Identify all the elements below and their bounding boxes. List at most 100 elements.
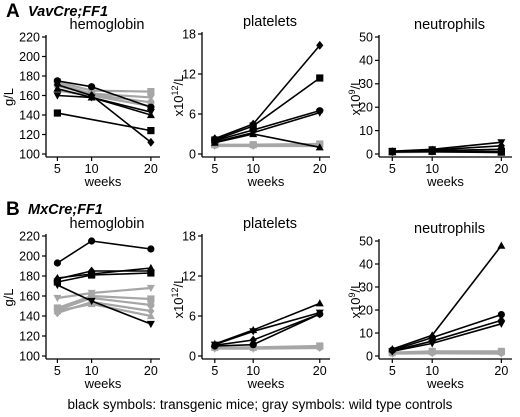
data-point (497, 241, 506, 249)
y-axis-label: x109/L (347, 282, 363, 319)
chart-a-platelets: platelets 0 6 12 18 5 10 20 weeks x1012/L (170, 14, 330, 189)
chart-title: platelets (243, 14, 297, 30)
series-line (91, 89, 151, 93)
data-point (146, 320, 155, 329)
y-tick-label: 30 (359, 280, 373, 294)
series-transgenic (388, 320, 506, 356)
y-tick-label: 6 (189, 309, 196, 323)
series-line (57, 80, 92, 92)
figure-caption: black symbols: transgenic mice; gray sym… (68, 397, 453, 412)
chart-b-neutrophils: neutrophils 0 10 20 30 40 50 5 10 20 weeks x109/L (347, 221, 512, 391)
panel-letter-a: A (6, 1, 20, 22)
data-point (146, 311, 155, 320)
series-line (214, 129, 254, 142)
data-point (53, 281, 62, 290)
series-line (252, 302, 321, 331)
y-tick-label: 200 (19, 50, 40, 64)
chart-title: neutrophils (414, 17, 485, 33)
series-line (432, 150, 502, 154)
data-point (428, 340, 437, 348)
data-point (316, 74, 324, 82)
data-point (249, 122, 257, 130)
series-line (91, 272, 151, 276)
y-tick-label: 40 (359, 257, 373, 271)
y-tick-label: 120 (19, 128, 40, 142)
x-tick-label: 10 (85, 364, 99, 378)
data-point (315, 299, 324, 307)
x-axis-label: weeks (84, 174, 122, 189)
y-tick-label: 30 (359, 77, 373, 91)
series-transgenic (388, 147, 506, 156)
data-point (147, 127, 155, 135)
x-tick-label: 10 (425, 364, 439, 378)
series-line (214, 125, 254, 141)
series-control (53, 284, 155, 303)
row-title-b: MxCre;FF1 (28, 202, 103, 218)
y-axis-label: x1012/L (170, 277, 186, 319)
data-point (88, 237, 96, 245)
series-line (214, 330, 254, 346)
x-tick-label: 5 (211, 162, 218, 176)
data-point (249, 335, 257, 345)
y-tick-label: 20 (359, 303, 373, 317)
data-point (211, 342, 219, 350)
x-tick-label: 5 (389, 364, 396, 378)
data-point (53, 306, 62, 315)
y-tick-label: 10 (359, 124, 373, 138)
y-tick-label: 180 (19, 269, 40, 283)
data-point (147, 137, 155, 147)
series-line (392, 342, 433, 353)
series-line (392, 336, 433, 352)
series-line (57, 87, 92, 99)
series-line (91, 286, 151, 295)
series-line (252, 311, 320, 333)
y-tick-label: 18 (182, 27, 196, 41)
series-line (91, 93, 152, 104)
series-line (431, 313, 502, 339)
y-axis-label: g/L (1, 88, 16, 106)
data-point (88, 271, 96, 279)
data-point (147, 295, 155, 303)
series-line (253, 346, 320, 350)
y-tick-label: 100 (19, 147, 40, 161)
y-axis-label: x1012/L (170, 75, 186, 117)
data-point (497, 350, 506, 358)
data-point (497, 311, 505, 319)
data-point (249, 142, 258, 151)
y-tick-label: 120 (19, 329, 40, 343)
y-tick-label: 0 (366, 349, 373, 363)
data-point (53, 294, 62, 303)
series-line (57, 284, 92, 302)
chart-title: hemoglobin (70, 17, 145, 33)
x-axis-label: weeks (426, 376, 464, 391)
series-line (91, 296, 152, 307)
series-transgenic (388, 315, 505, 356)
series-line (57, 274, 92, 283)
y-tick-label: 50 (359, 30, 373, 44)
series-line (57, 296, 92, 312)
data-point (53, 84, 62, 92)
panel-letter-b: B (6, 199, 20, 220)
series-control (210, 142, 324, 151)
series-line (431, 245, 502, 336)
data-point (249, 129, 258, 138)
chart-title: platelets (243, 216, 297, 232)
series-line (252, 313, 321, 346)
series-line (432, 141, 502, 151)
series-transgenic (53, 269, 155, 286)
series-line (91, 92, 151, 99)
series-line (253, 133, 320, 149)
chart-b-platelets: platelets 0 6 12 18 5 10 20 weeks x1012/L (170, 216, 330, 391)
x-axis-label: weeks (247, 376, 285, 391)
series-line (214, 343, 254, 347)
chart-a-neutrophils: neutrophils 0 10 20 30 40 50 5 10 20 weeks x109/L (347, 17, 512, 189)
x-tick-label: 20 (144, 162, 158, 176)
y-tick-label: 0 (366, 147, 373, 161)
series-line (91, 85, 152, 108)
series-transgenic (53, 281, 155, 329)
series-transgenic (210, 129, 324, 151)
series-line (392, 334, 433, 350)
series-line (432, 145, 502, 151)
x-tick-label: 20 (144, 364, 158, 378)
